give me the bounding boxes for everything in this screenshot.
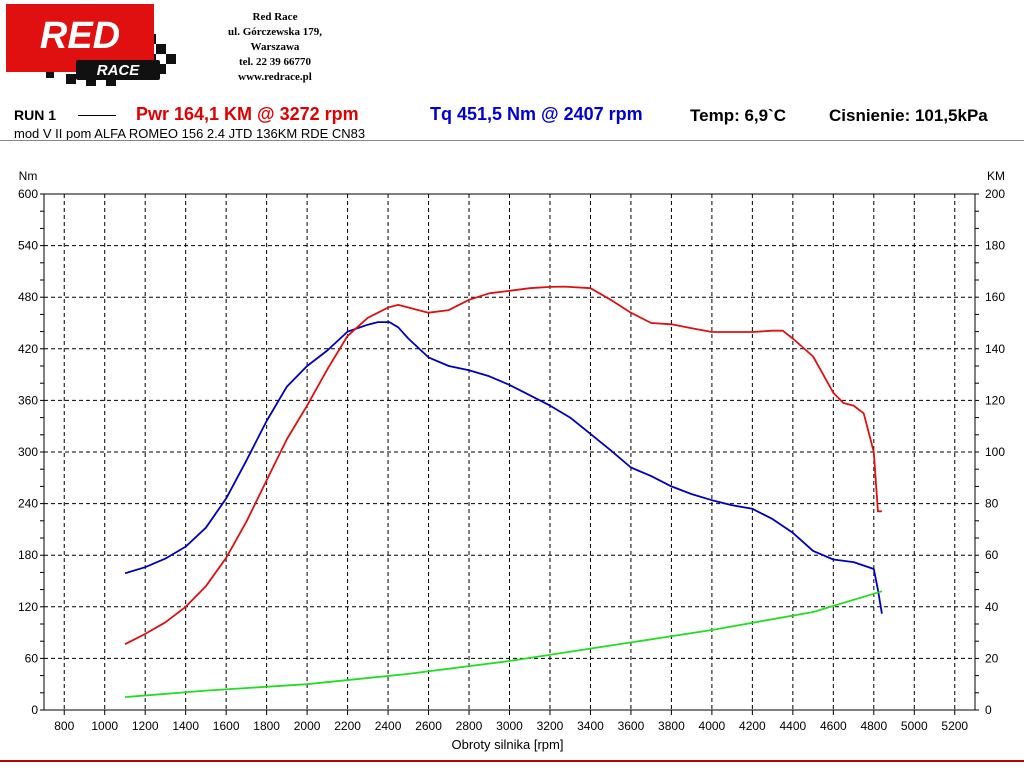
y-left-tick-label: 600 bbox=[18, 187, 38, 201]
y-right-tick-label: 100 bbox=[985, 445, 1005, 459]
power-summary: Pwr 164,1 KM @ 3272 rpm bbox=[136, 104, 359, 124]
logo-text-main: RED bbox=[40, 15, 120, 57]
run-summary: RUN 1 Pwr 164,1 KM @ 3272 rpm Tq 451,5 N… bbox=[0, 104, 1024, 126]
y-left-tick-label: 180 bbox=[18, 548, 38, 562]
dyno-chart: 800 1000 1200 1400 1600 1800 2000 2200 2400 2600 2… bbox=[18, 169, 1005, 752]
y-right-tick-label: 40 bbox=[985, 600, 999, 614]
x-tick-label: 3200 bbox=[537, 719, 564, 733]
series-line bbox=[124, 590, 883, 698]
y-right-tick-label: 60 bbox=[985, 548, 999, 562]
y-left-tick-label: 360 bbox=[18, 393, 38, 407]
torque-summary: Tq 451,5 Nm @ 2407 rpm bbox=[430, 104, 643, 124]
x-tick-label: 4400 bbox=[779, 719, 806, 733]
company-info: Red Race ul. Górczewska 179, Warszawa te… bbox=[210, 10, 340, 85]
y-left-axis-label: Nm bbox=[19, 169, 38, 183]
y-left-tick-label: 0 bbox=[31, 703, 38, 717]
x-tick-label: 4200 bbox=[739, 719, 766, 733]
y-right-tick-label: 80 bbox=[985, 497, 999, 511]
company-website: www.redrace.pl bbox=[238, 71, 312, 83]
x-tick-label: 4800 bbox=[860, 719, 887, 733]
run-name: RUN 1 bbox=[14, 107, 57, 123]
logo-text-sub: RACE bbox=[97, 62, 140, 79]
red-race-logo: RED RACE bbox=[6, 4, 176, 86]
x-tick-label: 5000 bbox=[901, 719, 928, 733]
y-left-tick-label: 480 bbox=[18, 290, 38, 304]
x-tick-label: 3400 bbox=[577, 719, 604, 733]
vehicle-description: mod V II pom ALFA ROMEO 156 2.4 JTD 136K… bbox=[14, 126, 366, 141]
y-right-tick-label: 20 bbox=[985, 651, 999, 665]
y-right-tick-label: 180 bbox=[985, 239, 1005, 253]
y-left-tick-label: 300 bbox=[18, 445, 38, 459]
y-left-tick-label: 60 bbox=[25, 651, 39, 665]
x-tick-label: 2800 bbox=[456, 719, 483, 733]
y-left-tick-label: 120 bbox=[18, 600, 38, 614]
temperature: Temp: 6,9`C bbox=[690, 106, 787, 125]
y-right-tick-label: 0 bbox=[985, 703, 992, 717]
series-line-tq bbox=[124, 321, 883, 614]
x-tick-label: 4600 bbox=[820, 719, 847, 733]
x-tick-label: 1600 bbox=[213, 719, 240, 733]
company-city: Warszawa bbox=[250, 41, 300, 53]
x-tick-label: 800 bbox=[54, 719, 74, 733]
company-name: Red Race bbox=[252, 11, 298, 23]
y-right-tick-label: 160 bbox=[985, 290, 1005, 304]
x-axis-label: Obroty silnika [rpm] bbox=[452, 737, 564, 752]
y-left-tick-label: 240 bbox=[18, 497, 38, 511]
x-tick-label: 2400 bbox=[375, 719, 402, 733]
x-tick-label: 1800 bbox=[253, 719, 280, 733]
y-right-tick-label: 140 bbox=[985, 342, 1005, 356]
company-street: ul. Górczewska 179, bbox=[228, 26, 322, 38]
y-right-tick-label: 200 bbox=[985, 187, 1005, 201]
y-left-tick-label: 540 bbox=[18, 239, 38, 253]
x-tick-label: 2000 bbox=[294, 719, 321, 733]
x-tick-label: 4000 bbox=[699, 719, 726, 733]
x-tick-label: 3800 bbox=[658, 719, 685, 733]
x-tick-label: 2600 bbox=[415, 719, 442, 733]
company-phone: tel. 22 39 66770 bbox=[238, 56, 312, 68]
x-tick-label: 1200 bbox=[132, 719, 159, 733]
y-left-tick-label: 420 bbox=[18, 342, 38, 356]
y-right-axis-label: KM bbox=[987, 169, 1005, 183]
series-line-pwr bbox=[124, 285, 882, 646]
x-tick-label: 3000 bbox=[496, 719, 523, 733]
frame-divider bbox=[0, 140, 1024, 141]
x-tick-label: 3600 bbox=[618, 719, 645, 733]
pressure: Cisnienie: 101,5kPa bbox=[829, 106, 988, 125]
y-right-tick-label: 120 bbox=[985, 393, 1005, 407]
bottom-border bbox=[0, 760, 1024, 762]
x-tick-label: 1000 bbox=[91, 719, 118, 733]
run-line-sample bbox=[78, 115, 116, 116]
x-tick-label: 5200 bbox=[941, 719, 968, 733]
x-tick-label: 1400 bbox=[172, 719, 199, 733]
x-tick-label: 2200 bbox=[334, 719, 361, 733]
